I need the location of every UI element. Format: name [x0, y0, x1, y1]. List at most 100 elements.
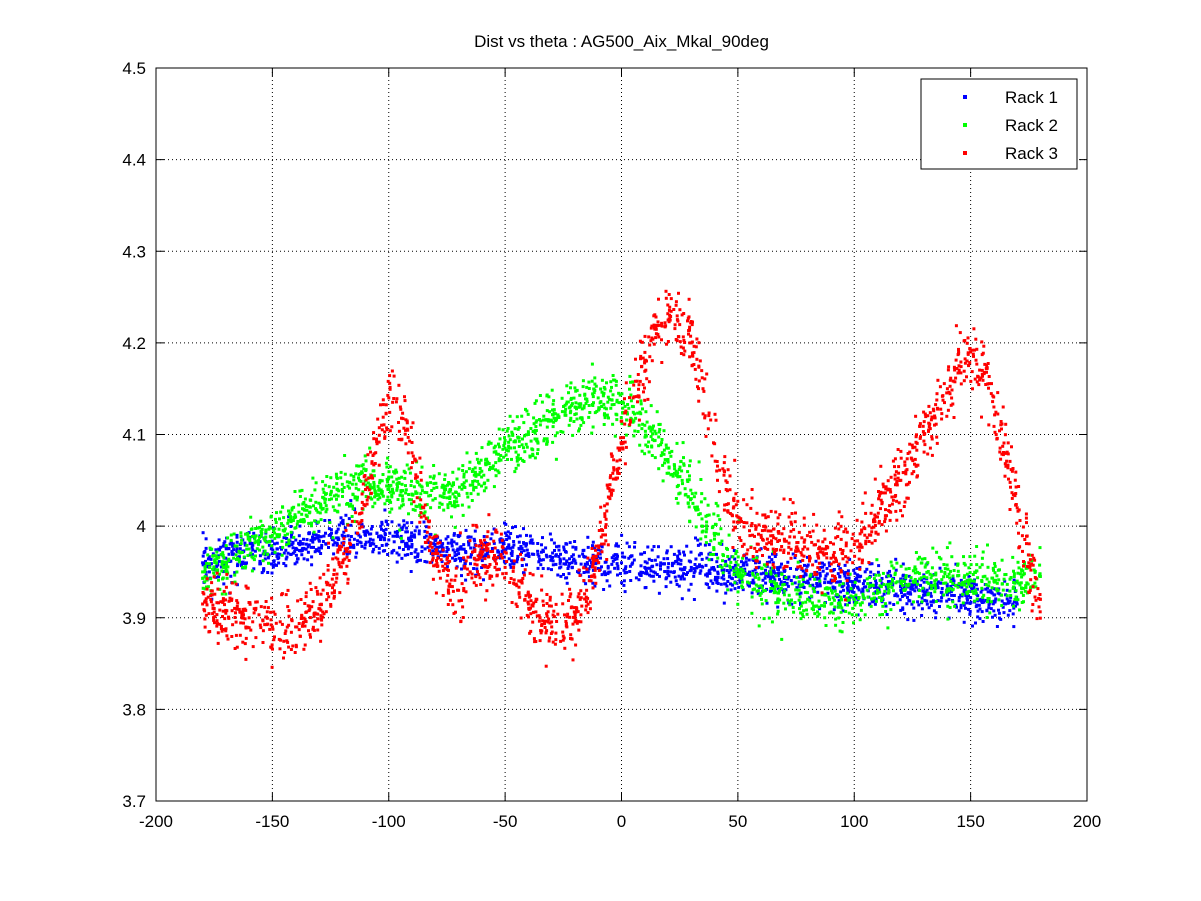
data-point	[717, 541, 721, 545]
data-point	[1033, 558, 1037, 562]
data-point	[824, 574, 828, 578]
data-point	[869, 570, 873, 574]
data-point	[786, 584, 790, 588]
data-point	[587, 415, 591, 419]
data-point	[1024, 566, 1028, 570]
data-point	[516, 427, 520, 431]
data-point	[586, 556, 590, 560]
data-point	[405, 521, 409, 525]
data-point	[900, 595, 904, 598]
data-point	[530, 447, 534, 451]
data-point	[522, 549, 526, 553]
data-point	[296, 520, 300, 523]
data-point	[411, 421, 415, 425]
data-point	[1019, 581, 1023, 585]
data-point	[571, 433, 575, 437]
data-point	[714, 501, 718, 505]
data-point	[839, 547, 842, 551]
data-point	[700, 376, 704, 380]
data-point	[647, 557, 651, 561]
data-point	[887, 585, 891, 589]
data-point	[576, 595, 580, 599]
data-point	[999, 420, 1003, 423]
data-point	[490, 574, 494, 578]
data-point	[643, 423, 647, 427]
data-point	[263, 557, 267, 561]
data-point	[896, 448, 900, 451]
data-point	[794, 588, 798, 592]
data-point	[673, 575, 677, 579]
data-point	[563, 613, 566, 617]
data-point	[645, 572, 649, 576]
data-point	[772, 536, 776, 540]
data-point	[547, 617, 551, 621]
data-point	[666, 303, 670, 307]
data-point	[978, 617, 982, 621]
data-point	[888, 504, 892, 508]
data-point	[208, 546, 212, 550]
data-point	[503, 446, 507, 450]
data-point	[772, 580, 776, 584]
data-point	[269, 610, 273, 614]
data-point	[745, 572, 749, 576]
data-point	[454, 496, 458, 500]
data-point	[890, 502, 894, 506]
data-point	[474, 575, 478, 579]
data-point	[499, 454, 503, 457]
data-point	[607, 487, 611, 490]
data-point	[259, 562, 262, 566]
data-point	[552, 416, 556, 420]
data-point	[346, 546, 350, 550]
data-point	[865, 577, 869, 581]
data-point	[436, 552, 440, 555]
data-point	[898, 598, 902, 602]
data-point	[287, 645, 291, 649]
data-point	[888, 569, 891, 573]
data-point	[503, 547, 507, 551]
data-point	[752, 556, 756, 560]
data-point	[461, 513, 465, 517]
data-point	[456, 504, 460, 508]
data-point	[595, 558, 599, 562]
data-point	[341, 495, 344, 498]
data-point	[650, 336, 654, 340]
data-point	[449, 585, 453, 588]
data-point	[620, 392, 624, 396]
data-point	[842, 530, 846, 534]
data-point	[808, 530, 812, 534]
data-point	[1012, 578, 1016, 582]
data-point	[679, 558, 683, 562]
data-point	[625, 541, 629, 545]
data-point	[904, 472, 908, 476]
data-point	[577, 405, 581, 409]
data-point	[675, 441, 679, 445]
data-point	[886, 479, 890, 483]
data-point	[511, 419, 515, 423]
data-point	[957, 599, 961, 603]
data-point	[415, 505, 419, 509]
data-point	[242, 562, 246, 565]
data-point	[511, 526, 514, 530]
data-point	[268, 627, 272, 631]
data-point	[828, 586, 832, 590]
data-point	[336, 536, 340, 540]
data-point	[877, 519, 881, 523]
data-point	[840, 515, 844, 519]
data-point	[672, 570, 676, 574]
data-point	[336, 494, 340, 498]
data-point	[802, 540, 806, 544]
data-point	[1000, 422, 1004, 426]
data-point	[528, 631, 532, 635]
data-point	[372, 474, 376, 478]
data-point	[831, 553, 835, 557]
data-point	[984, 587, 988, 591]
data-point	[657, 435, 661, 439]
data-point	[687, 332, 690, 336]
data-point	[700, 492, 704, 496]
data-point	[551, 408, 554, 412]
data-point	[787, 545, 791, 549]
data-point	[568, 541, 572, 545]
data-point	[917, 571, 921, 575]
data-point	[778, 538, 781, 542]
data-point	[332, 552, 336, 556]
